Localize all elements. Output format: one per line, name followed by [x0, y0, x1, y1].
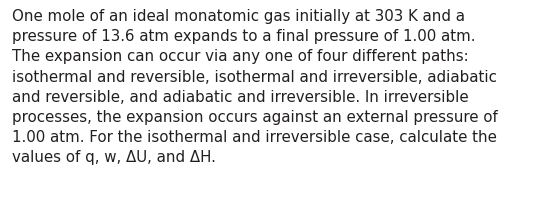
Text: One mole of an ideal monatomic gas initially at 303 K and a
pressure of 13.6 atm: One mole of an ideal monatomic gas initi… [12, 9, 498, 165]
